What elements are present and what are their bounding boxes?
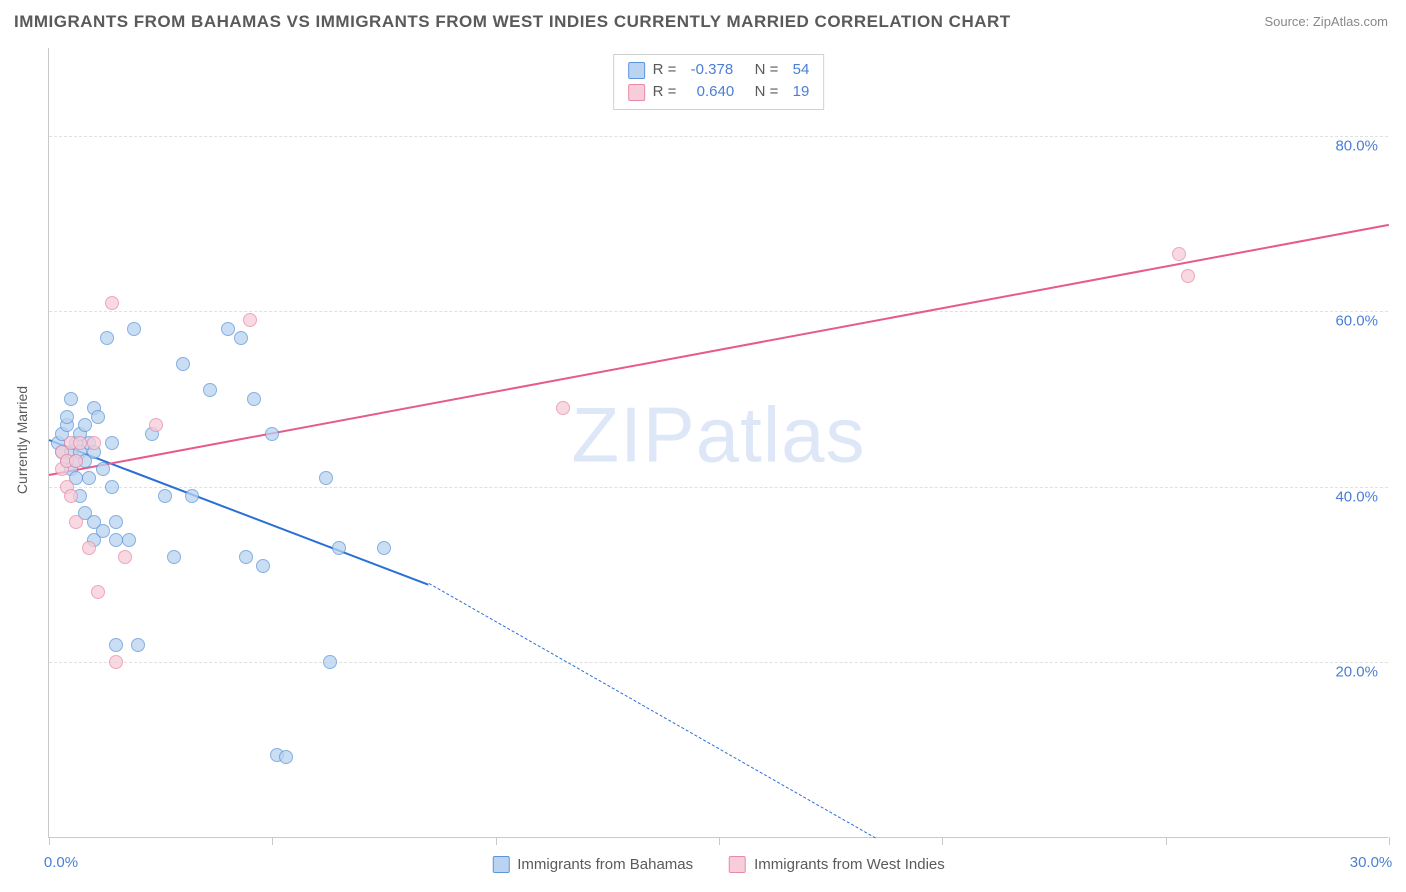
r-val-bahamas: -0.378 (691, 59, 747, 81)
data-point (69, 454, 83, 468)
gridline (49, 487, 1388, 488)
data-point (127, 322, 141, 336)
watermark-bold: ZIP (571, 390, 695, 478)
data-point (167, 550, 181, 564)
data-point (96, 462, 110, 476)
data-point (109, 533, 123, 547)
n-label: N = (755, 81, 785, 103)
data-point (60, 410, 74, 424)
data-point (78, 418, 92, 432)
source-label: Source: ZipAtlas.com (1264, 14, 1388, 29)
regression-line (428, 584, 875, 839)
x-tick (49, 837, 50, 845)
data-point (256, 559, 270, 573)
n-label: N = (755, 59, 785, 81)
data-point (131, 638, 145, 652)
data-point (109, 638, 123, 652)
data-point (87, 436, 101, 450)
data-point (279, 750, 293, 764)
data-point (105, 296, 119, 310)
r-label: R = (653, 81, 683, 103)
y-tick-label: 20.0% (1335, 664, 1378, 681)
legend-label-bahamas: Immigrants from Bahamas (517, 856, 693, 873)
data-point (1181, 269, 1195, 283)
swatch-westindies-icon (729, 856, 746, 873)
x-tick (719, 837, 720, 845)
plot-area: ZIPatlas R = -0.378 N = 54 R = 0.640 N =… (48, 48, 1388, 838)
r-label: R = (653, 59, 683, 81)
data-point (556, 401, 570, 415)
legend-row-westindies: R = 0.640 N = 19 (628, 81, 810, 103)
x-tick (942, 837, 943, 845)
data-point (149, 418, 163, 432)
y-axis-title: Currently Married (14, 386, 30, 494)
data-point (203, 383, 217, 397)
gridline (49, 662, 1388, 663)
data-point (377, 541, 391, 555)
data-point (1172, 247, 1186, 261)
gridline (49, 136, 1388, 137)
data-point (185, 489, 199, 503)
data-point (319, 471, 333, 485)
x-tick (1389, 837, 1390, 845)
n-val-westindies: 19 (793, 81, 810, 103)
data-point (73, 436, 87, 450)
data-point (239, 550, 253, 564)
data-point (122, 533, 136, 547)
legend-row-bahamas: R = -0.378 N = 54 (628, 59, 810, 81)
n-val-bahamas: 54 (793, 59, 810, 81)
chart-title: IMMIGRANTS FROM BAHAMAS VS IMMIGRANTS FR… (14, 12, 1011, 32)
data-point (243, 313, 257, 327)
data-point (105, 480, 119, 494)
x-tick-label: 30.0% (1350, 854, 1393, 871)
data-point (332, 541, 346, 555)
data-point (158, 489, 172, 503)
regression-line (49, 439, 429, 586)
data-point (176, 357, 190, 371)
watermark-light: atlas (696, 390, 866, 478)
data-point (64, 392, 78, 406)
x-tick-label: 0.0% (44, 854, 78, 871)
y-tick-label: 60.0% (1335, 313, 1378, 330)
legend-series: Immigrants from Bahamas Immigrants from … (492, 856, 945, 873)
legend-item-westindies: Immigrants from West Indies (729, 856, 945, 873)
data-point (105, 436, 119, 450)
data-point (96, 524, 110, 538)
data-point (109, 515, 123, 529)
data-point (234, 331, 248, 345)
data-point (109, 655, 123, 669)
data-point (118, 550, 132, 564)
swatch-westindies (628, 84, 645, 101)
x-tick (272, 837, 273, 845)
data-point (82, 541, 96, 555)
data-point (221, 322, 235, 336)
data-point (91, 585, 105, 599)
x-tick (1166, 837, 1167, 845)
data-point (265, 427, 279, 441)
data-point (69, 515, 83, 529)
swatch-bahamas (628, 62, 645, 79)
legend-correlation: R = -0.378 N = 54 R = 0.640 N = 19 (613, 54, 825, 110)
swatch-bahamas-icon (492, 856, 509, 873)
watermark: ZIPatlas (571, 389, 865, 480)
legend-item-bahamas: Immigrants from Bahamas (492, 856, 693, 873)
y-tick-label: 40.0% (1335, 488, 1378, 505)
data-point (100, 331, 114, 345)
data-point (82, 471, 96, 485)
legend-label-westindies: Immigrants from West Indies (754, 856, 945, 873)
data-point (91, 410, 105, 424)
x-tick (496, 837, 497, 845)
y-tick-label: 80.0% (1335, 137, 1378, 154)
data-point (323, 655, 337, 669)
data-point (64, 489, 78, 503)
r-val-westindies: 0.640 (691, 81, 747, 103)
regression-line (49, 224, 1389, 476)
data-point (247, 392, 261, 406)
